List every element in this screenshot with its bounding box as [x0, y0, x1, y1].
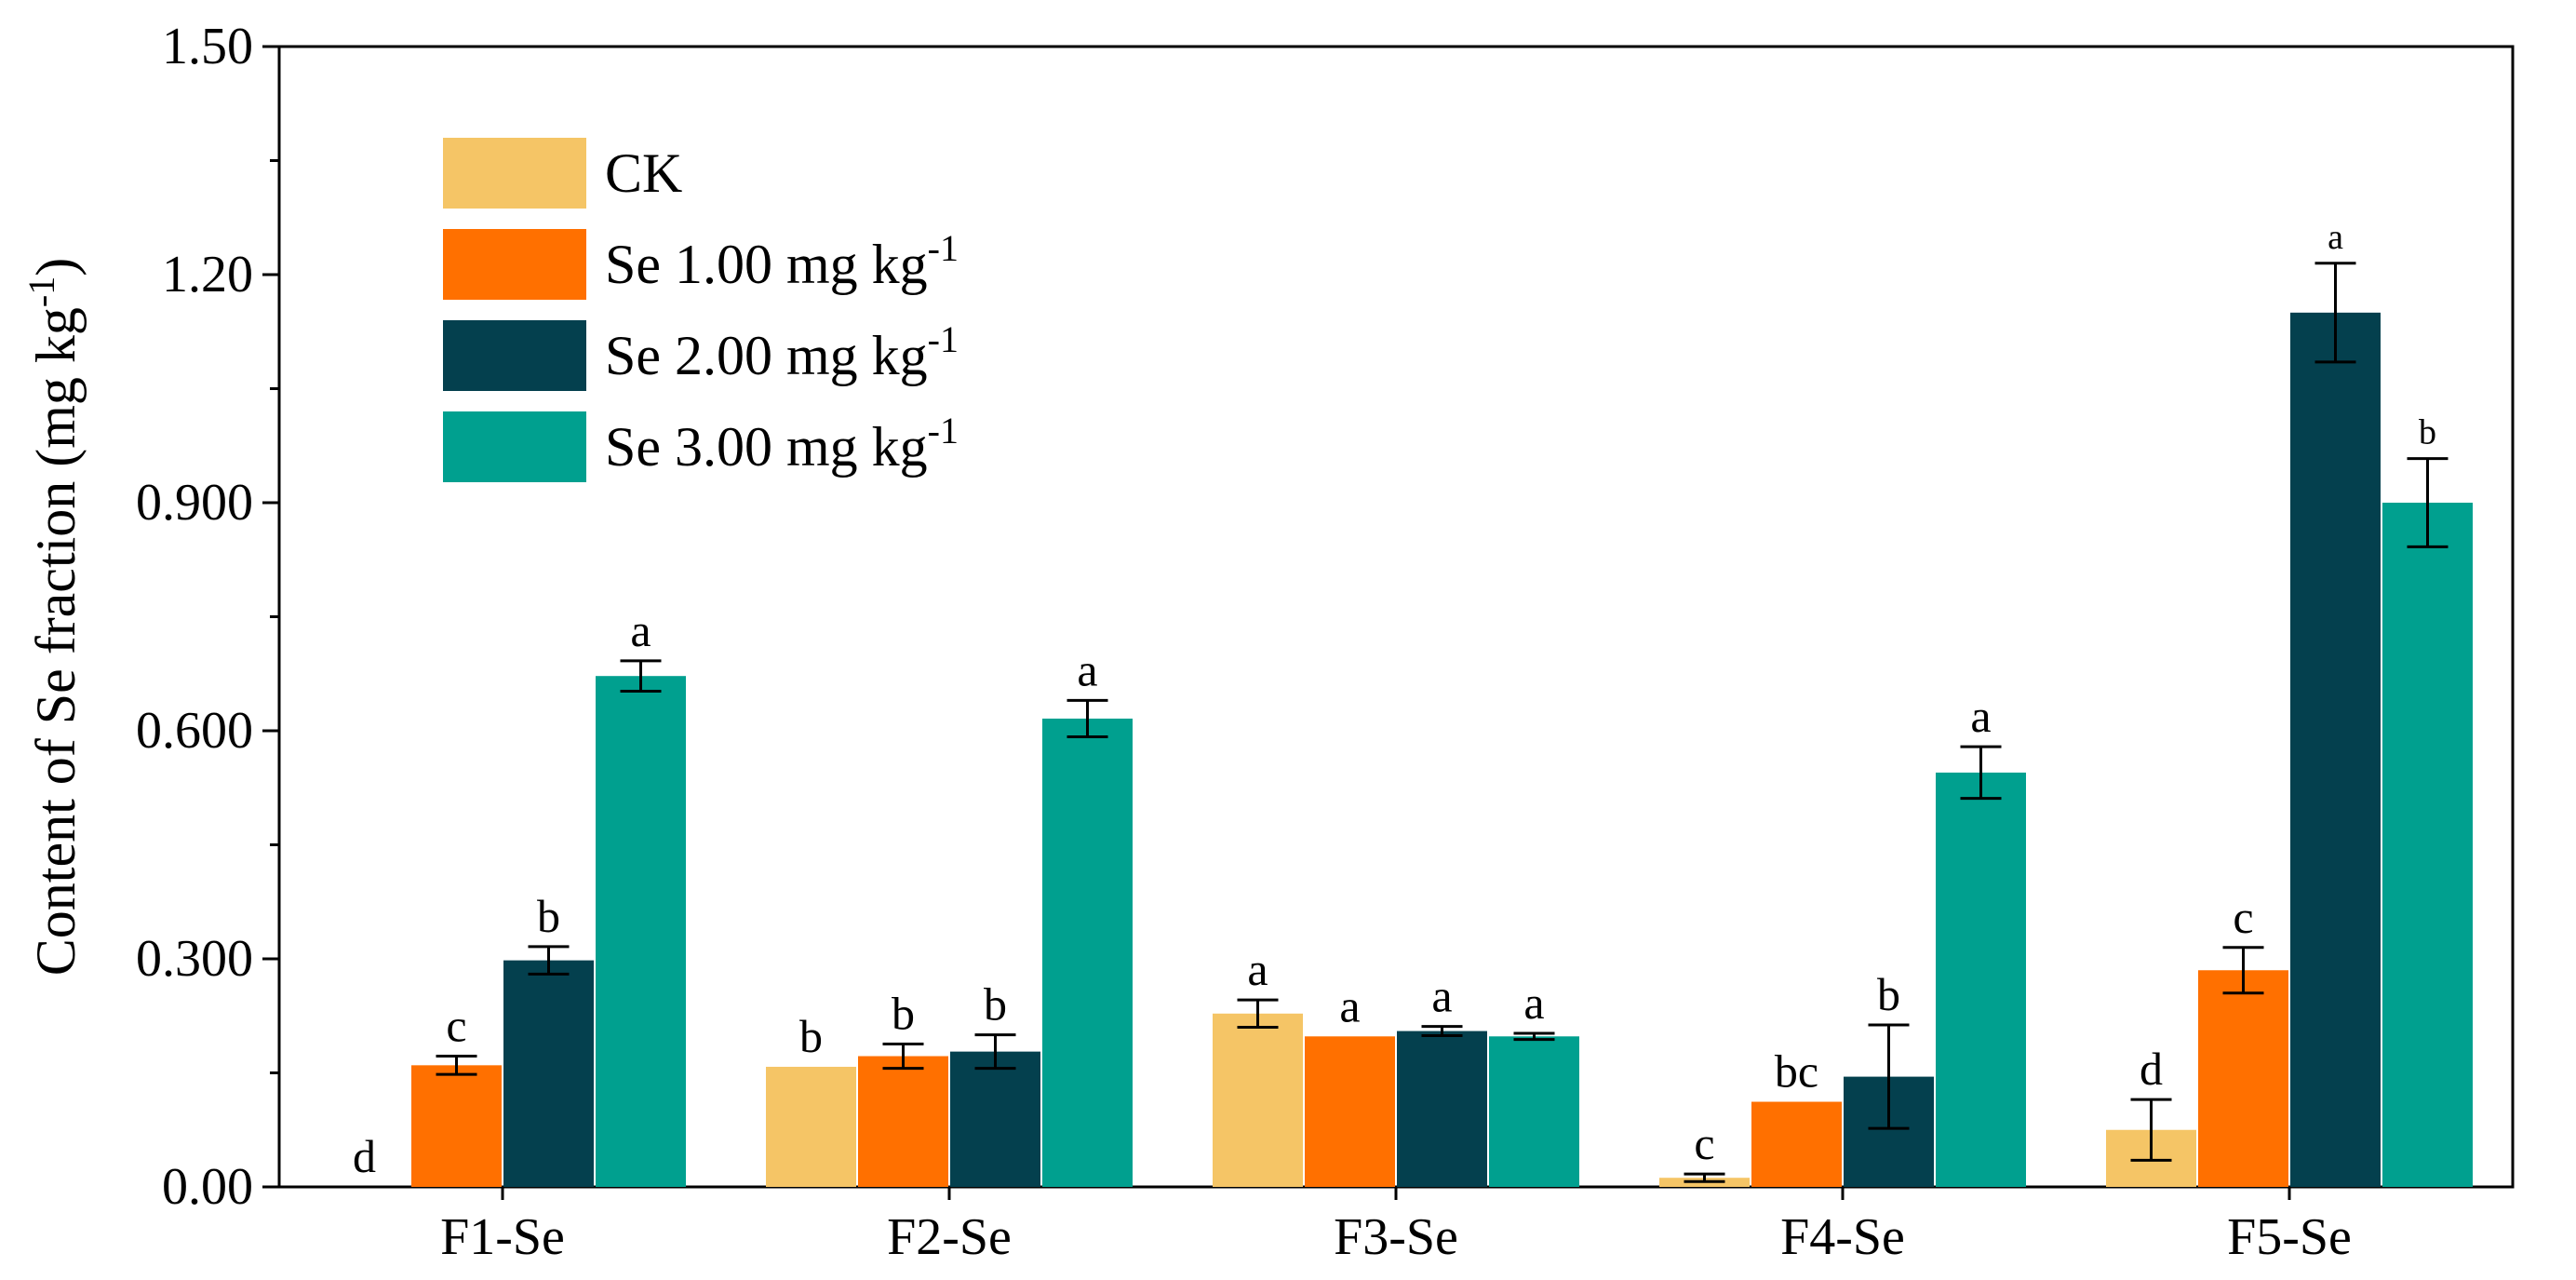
significance-letter-group: d b a c d c b a bc c b b a b a a a a a b	[353, 218, 2436, 1182]
x-tick-label: F4-Se	[1780, 1208, 1905, 1266]
x-tick-label: F3-Se	[1334, 1208, 1458, 1266]
x-tick-label: F1-Se	[440, 1208, 565, 1266]
bar	[1751, 1101, 1842, 1187]
significance-letter: b	[1877, 968, 1900, 1020]
legend-swatch	[443, 320, 586, 391]
x-tick-label: F2-Se	[887, 1208, 1012, 1266]
y-axis-label: Content of Se fraction (mg kg-1)	[20, 258, 87, 977]
significance-letter: a	[1247, 943, 1268, 995]
legend-label: Se 3.00 mg kg-1	[605, 410, 959, 478]
legend-swatch	[443, 138, 586, 209]
significance-letter: d	[2140, 1043, 2163, 1095]
bar	[1213, 1013, 1303, 1187]
significance-letter: c	[446, 1000, 466, 1052]
bar	[766, 1066, 856, 1187]
significance-letter: a	[1077, 643, 1097, 695]
bar-series-group	[411, 312, 2473, 1187]
bar	[596, 676, 686, 1187]
bar	[411, 1065, 502, 1187]
bar	[1936, 772, 2026, 1187]
significance-letter: c	[2233, 891, 2253, 943]
error-bar-group	[436, 262, 2449, 1183]
bar	[2290, 312, 2381, 1187]
significance-letter: a	[1970, 690, 1991, 742]
y-tick-label: 0.600	[136, 702, 253, 760]
significance-letter: a	[1431, 970, 1452, 1022]
bar	[2198, 970, 2288, 1187]
y-tick-label: 1.20	[162, 246, 253, 303]
significance-letter: a	[1339, 979, 1360, 1031]
significance-letter: d	[353, 1130, 376, 1182]
significance-letter: a	[630, 604, 651, 656]
legend: CK Se 1.00 mg kg-1 Se 2.00 mg kg-1 Se 3.00 …	[443, 138, 959, 482]
x-axis: F1-Se F2-Se F3-Se F4-Se F5-Se	[440, 1187, 2352, 1266]
legend-label: Se 1.00 mg kg-1	[605, 227, 959, 295]
bar	[1305, 1036, 1395, 1187]
bar	[1042, 718, 1133, 1187]
significance-letter: a	[1523, 977, 1544, 1029]
significance-letter: b	[892, 987, 915, 1039]
y-axis: 0.00 0.300 0.600 0.900 1.20 1.50	[136, 18, 279, 1216]
legend-swatch	[443, 229, 586, 300]
significance-letter: b	[2419, 413, 2436, 452]
significance-letter: c	[1694, 1117, 1714, 1169]
legend-label: CK	[605, 142, 682, 204]
y-tick-label: 1.50	[162, 18, 253, 75]
x-tick-label: F5-Se	[2227, 1208, 2352, 1266]
y-tick-label: 0.900	[136, 474, 253, 532]
y-tick-label: 0.00	[162, 1158, 253, 1216]
legend-label: Se 2.00 mg kg-1	[605, 318, 959, 386]
significance-letter: bc	[1775, 1045, 1818, 1098]
significance-letter: b	[984, 978, 1007, 1031]
significance-letter: b	[799, 1010, 823, 1062]
bar	[1397, 1031, 1487, 1187]
significance-letter: a	[2328, 218, 2343, 257]
bar	[950, 1051, 1040, 1187]
significance-letter: b	[537, 890, 560, 942]
bar	[1489, 1036, 1579, 1187]
bar	[2382, 503, 2473, 1187]
bar	[503, 960, 594, 1187]
bar	[858, 1056, 948, 1187]
legend-swatch	[443, 411, 586, 482]
y-tick-label: 0.300	[136, 930, 253, 988]
